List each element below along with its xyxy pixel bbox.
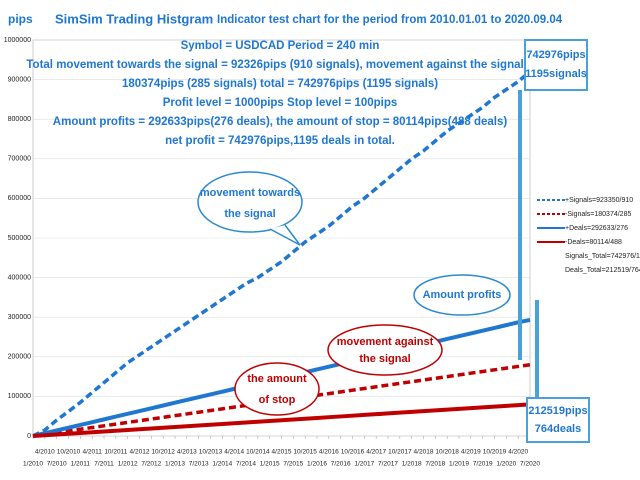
x-tick-label: 10/2018 [435,449,459,456]
annotation: 764deals [535,423,581,435]
x-tick-label: 4/2014 [224,449,244,456]
x-tick-label: 10/2017 [388,449,412,456]
info-line: Total movement towards the signal = 9232… [26,59,534,71]
x-tick-label: 7/2015 [283,461,303,468]
x-tick-label: 1/2017 [354,461,374,468]
x-tick-label: 4/2017 [366,449,386,456]
annotation: the signal [224,208,275,220]
x-tick-label: 1/2010 [23,461,43,468]
legend-label: -Signals=180374/285 [565,211,631,218]
callout-tail [269,224,301,246]
y-tick-label: 400000 [8,274,31,281]
annotation: of stop [259,394,296,406]
legend-label: -Deals=80114/488 [565,239,622,246]
x-tick-label: 10/2015 [293,449,317,456]
y-label: pips [8,12,33,26]
y-tick-label: 300000 [8,314,31,321]
x-tick-label: 10/2014 [246,449,270,456]
info-line: 180374pips (285 signals) total = 742976p… [122,78,438,90]
series-line [32,362,531,438]
y-tick-label: 200000 [8,354,31,361]
x-tick-label: 10/2012 [151,449,175,456]
annotation: the amount [247,373,307,385]
info-line: net profit = 742976pips,1195 deals in to… [165,135,395,147]
x-tick-label: 4/2011 [82,449,102,456]
x-tick-label: 7/2012 [141,461,161,468]
legend-label: +Signals=923350/910 [565,197,633,204]
info-line: Profit level = 1000pips Stop level = 100… [163,97,398,109]
annotation: the signal [359,353,410,365]
x-tick-label: 4/2018 [414,449,434,456]
y-tick-label: 600000 [8,195,31,202]
x-tick-label: 1/2014 [212,461,232,468]
x-tick-label: 10/2013 [199,449,223,456]
x-tick-label: 7/2014 [236,461,256,468]
legend-label: +Deals=292633/276 [565,225,628,232]
x-tick-label: 4/2019 [461,449,481,456]
callout [327,324,443,376]
x-tick-label: 4/2020 [508,449,528,456]
x-tick-label: 10/2016 [341,449,365,456]
chart-title: SimSim Trading Histgram [55,11,213,26]
y-tick-label: 1000000 [4,37,31,44]
x-tick-label: 4/2010 [35,449,55,456]
x-tick-label: 1/2011 [71,461,91,468]
annotation: 212519pips [528,405,587,417]
callout [197,171,303,233]
x-tick-label: 1/2016 [307,461,327,468]
x-tick-label: 7/2017 [378,461,398,468]
y-tick-label: 800000 [8,116,31,123]
x-tick-label: 1/2019 [449,461,469,468]
overlay: Symbol = USDCAD Period = 240 min Total m… [26,39,590,443]
x-tick-label: 7/2019 [473,461,493,468]
x-tick-label: 7/2018 [425,461,445,468]
annotation: movement against [337,336,434,348]
y-tick-label: 0 [27,433,31,440]
y-tick-label: 100000 [8,393,31,400]
x-tick-label: 1/2020 [496,461,516,468]
x-tick-label: 7/2010 [47,461,67,468]
callout [234,362,320,416]
info-line: Symbol = USDCAD Period = 240 min [181,40,380,52]
y-tick-label: 500000 [8,235,31,242]
x-tick-label: 10/2011 [104,449,127,456]
annotation: 1195signals [525,68,587,80]
x-tick-label: 1/2012 [118,461,138,468]
x-tick-label: 4/2013 [177,449,197,456]
annotation: movement towards [200,187,300,199]
callout [413,274,511,316]
series-line [32,70,532,438]
chart-subtitle: Indicator test chart for the period from… [217,14,563,26]
annotation: Amount profits [423,289,502,301]
total-box [524,39,588,91]
x-tick-label: 7/2013 [189,461,209,468]
legend-label: Deals_Total=212519/764 [565,267,640,274]
x-tick-label: 1/2015 [260,461,280,468]
x-tick-label: 10/2010 [57,449,81,456]
x-tick-label: 4/2015 [272,449,292,456]
series-line [32,402,531,438]
x-tick-label: 1/2018 [402,461,422,468]
x-tick-label: 4/2012 [130,449,150,456]
x-tick-label: 10/2019 [483,449,507,456]
y-tick-label: 900000 [8,76,31,83]
x-tick-label: 7/2011 [94,461,114,468]
legend-label: Signals_Total=742976/1195 [565,253,640,260]
x-tick-label: 7/2020 [520,461,540,468]
x-tick-label: 7/2016 [331,461,351,468]
x-tick-label: 4/2016 [319,449,339,456]
total-box [526,397,590,443]
y-tick-label: 700000 [8,156,31,163]
annotation: 742976pips [526,49,585,61]
x-tick-label: 1/2013 [165,461,185,468]
info-line: Amount profits = 292633pips(276 deals), … [53,116,508,128]
